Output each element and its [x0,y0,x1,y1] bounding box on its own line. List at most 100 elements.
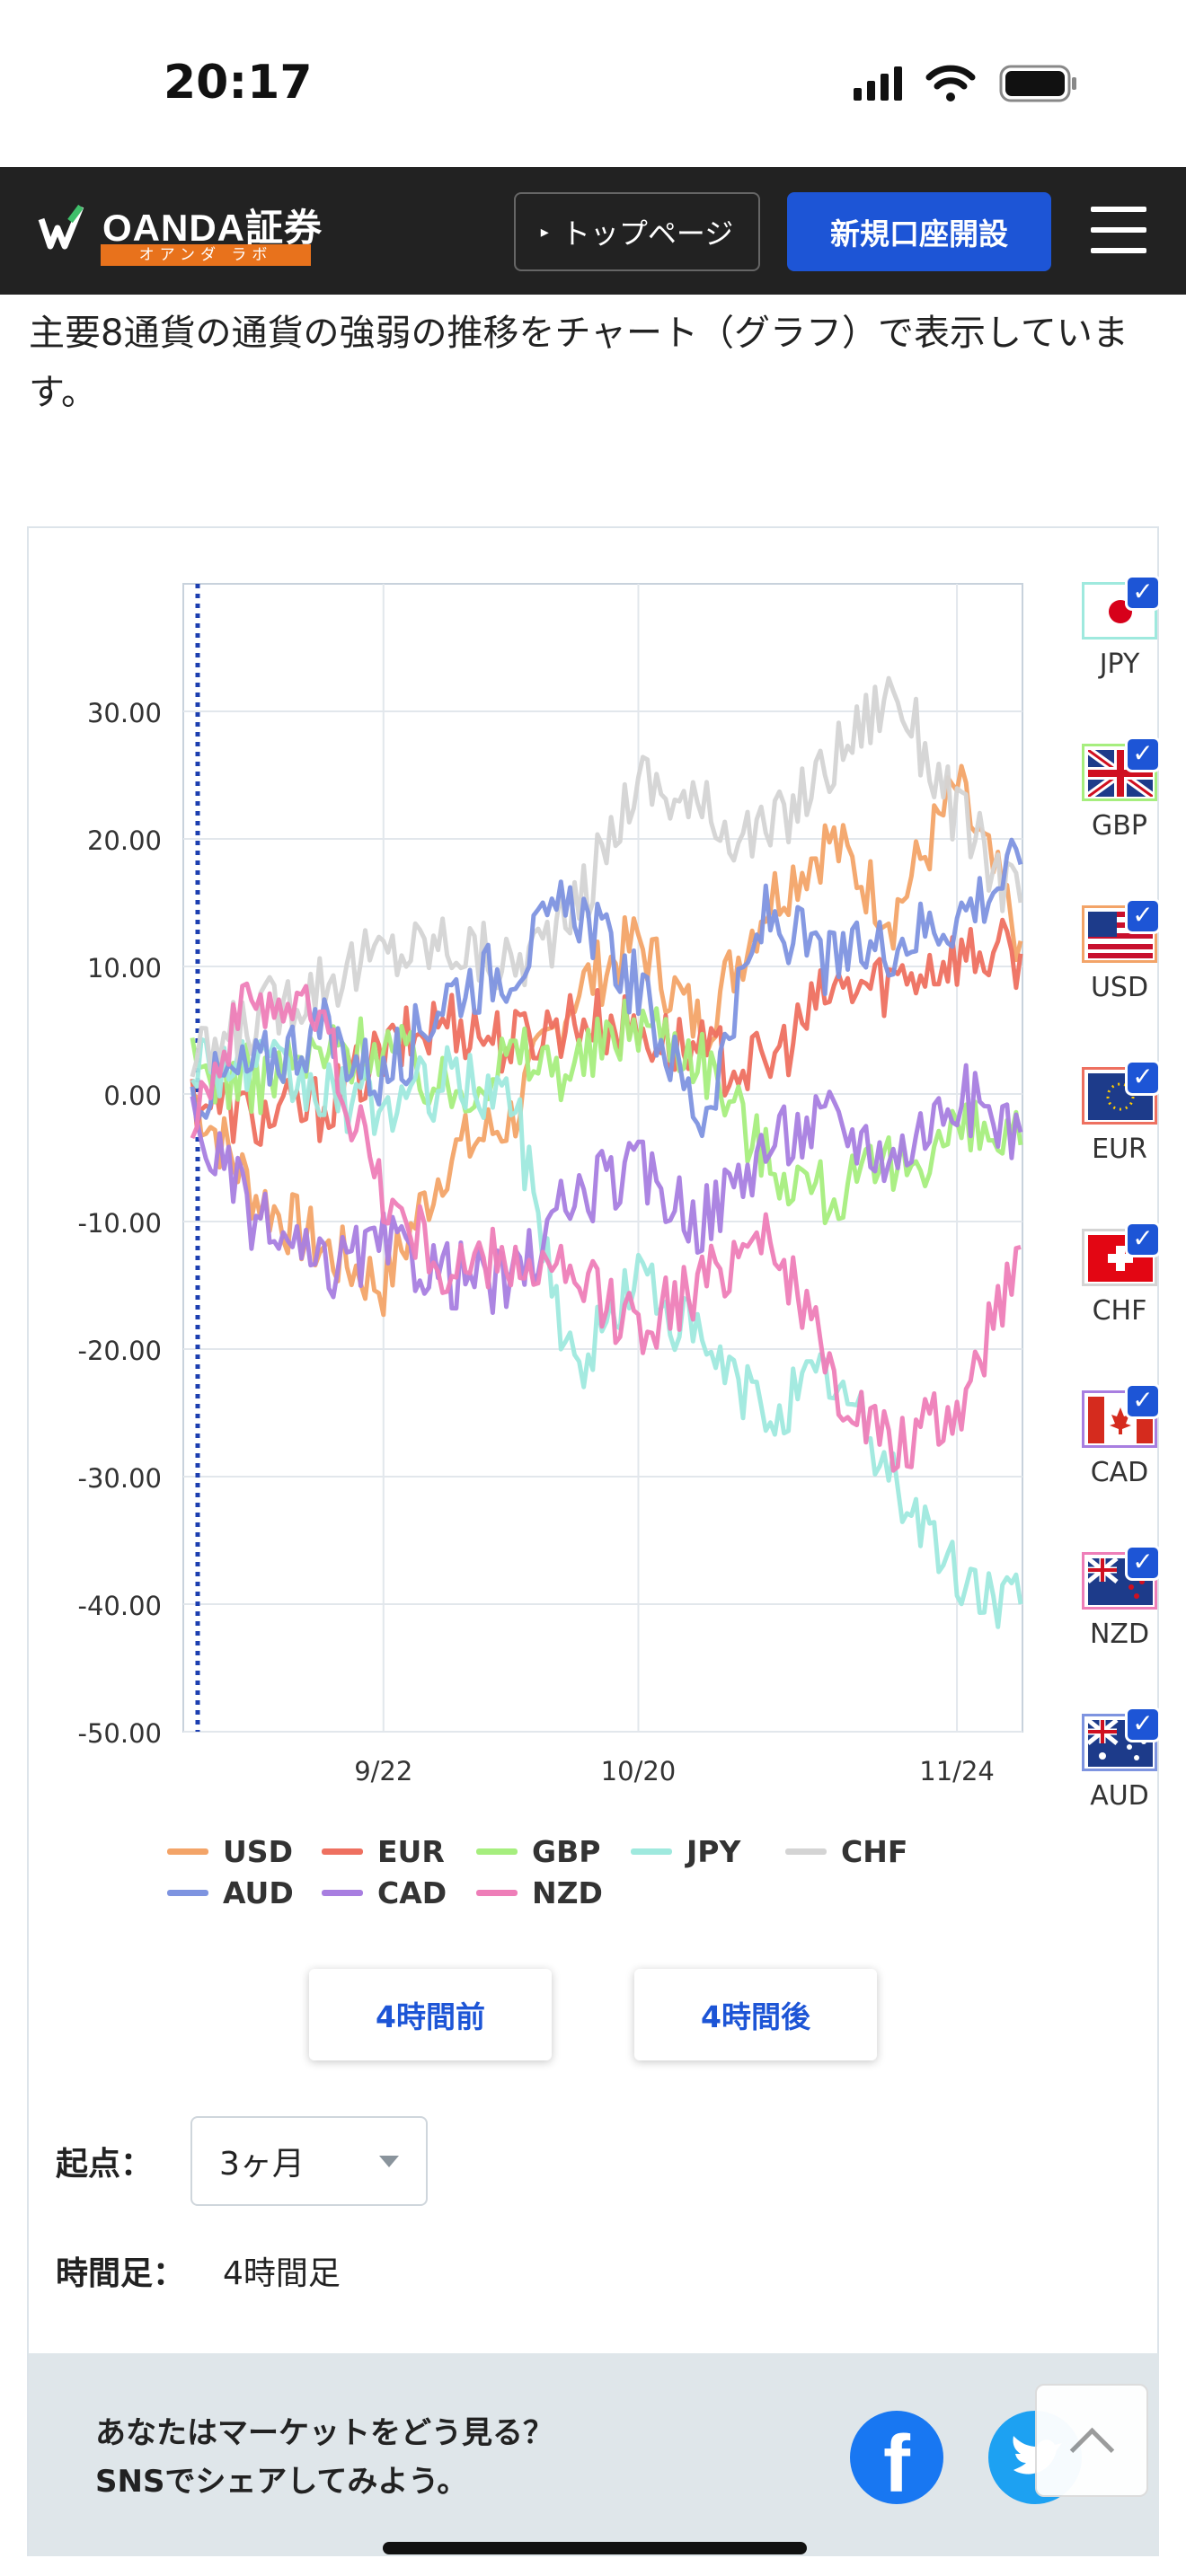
legend-row: AUD CAD NZD [167,1872,976,1913]
currency-toggle-aud[interactable]: ✓ AUD [1082,1707,1161,1848]
oanda-logo[interactable]: OANDA証券 オアンダ ラボ [38,198,325,268]
battery-icon [999,65,1078,102]
y-tick-label: 0.00 [103,1081,162,1111]
share-text: あなたはマーケットをどう見る？ SNSでシェアしてみよう。 [95,2409,553,2506]
y-tick-label: 10.00 [87,953,162,984]
checkbox-checked-icon[interactable]: ✓ [1125,1060,1161,1096]
currency-toggle-cad[interactable]: ✓ CAD [1082,1383,1161,1525]
legend-row: USD EUR GBP JPY CHF [167,1831,976,1872]
x-tick-label: 11/24 [919,1756,995,1786]
legend-swatch [167,1848,208,1855]
currency-code-label: JPY [1099,648,1140,680]
currency-toggle-gbp[interactable]: ✓ GBP [1082,737,1161,878]
series-line-nzd [190,981,1022,1473]
series-line-cad [190,1063,1023,1315]
currency-strength-chart: 30.00 20.00 10.00 0.00 -10.00 -20.00 -30.00 -40… [78,583,1023,1786]
currency-code-label: GBP [1092,810,1147,842]
series-line-chf [190,675,1023,1078]
start-period-value: 3ヶ月 [219,2146,305,2183]
top-page-label: トップページ [561,216,734,251]
legend-item-usd[interactable]: USD [167,1834,322,1869]
legend-swatch [785,1848,827,1855]
checkbox-checked-icon[interactable]: ✓ [1125,1707,1161,1742]
flag-cad-icon [1082,1390,1157,1448]
logo-text: OANDA証券 [102,207,323,249]
checkbox-checked-icon[interactable]: ✓ [1125,1545,1161,1581]
timeframe-value: 4時間足 [223,2255,341,2292]
series-line-jpy [190,1037,1023,1629]
status-time: 20:17 [164,56,313,110]
legend-label: GBP [532,1833,601,1869]
menu-icon[interactable] [1091,207,1146,253]
open-account-button[interactable]: 新規口座開設 [787,192,1051,271]
legend-item-eur[interactable]: EUR [322,1834,476,1869]
y-tick-label: -20.00 [78,1336,163,1366]
legend-label: JPY [686,1833,741,1869]
legend-item-nzd[interactable]: NZD [476,1875,631,1910]
legend-item-jpy[interactable]: JPY [631,1834,785,1869]
cellular-signal-icon [854,66,902,101]
intro-text: 主要8通貨の通貨の強弱の推移をチャート（グラフ）で表示しています。 [29,313,1128,413]
y-tick-label: -30.00 [78,1463,163,1494]
currency-code-label: NZD [1089,1619,1150,1650]
legend-swatch [476,1848,518,1855]
legend-item-gbp[interactable]: GBP [476,1834,631,1869]
legend-swatch [631,1848,672,1855]
logo-subtitle: オアンダ ラボ [101,244,311,266]
currency-toggle-nzd[interactable]: ✓ NZD [1082,1545,1161,1687]
start-period-select[interactable]: 3ヶ月 [190,2116,428,2206]
currency-toggle-jpy[interactable]: ✓ JPY [1082,575,1161,717]
legend-label: CAD [377,1875,447,1910]
status-icons [854,65,1078,102]
dropdown-arrow-icon [379,2156,399,2167]
x-tick-label: 9/22 [354,1756,412,1786]
prev-4h-button[interactable]: 4時間前 [309,1969,552,2060]
y-tick-label: -40.00 [78,1591,163,1621]
currency-toggle-chf[interactable]: ✓ CHF [1082,1222,1161,1363]
x-tick-label: 10/20 [601,1756,677,1786]
site-header: OANDA証券 オアンダ ラボ ▸ トップページ 新規口座開設 [0,167,1186,295]
legend-item-aud[interactable]: AUD [167,1875,322,1910]
checkbox-checked-icon[interactable]: ✓ [1125,898,1161,934]
top-page-button[interactable]: ▸ トップページ [514,192,760,271]
legend-label: USD [223,1833,293,1869]
legend-swatch [322,1848,363,1855]
legend-item-cad[interactable]: CAD [322,1875,476,1910]
checkbox-checked-icon[interactable]: ✓ [1125,575,1161,611]
y-tick-label: -50.00 [78,1718,163,1749]
legend-swatch [322,1889,363,1896]
currency-code-label: CAD [1090,1457,1149,1488]
legend-label: NZD [532,1875,603,1910]
y-tick-label: -10.00 [78,1208,163,1239]
y-tick-label: 20.00 [87,825,162,856]
triangle-right-icon: ▸ [540,222,549,242]
currency-code-label: CHF [1092,1295,1147,1327]
legend-swatch [167,1889,208,1896]
checkbox-checked-icon[interactable]: ✓ [1125,737,1161,772]
next-4h-button[interactable]: 4時間後 [634,1969,877,2060]
currency-toggle-usd[interactable]: ✓ USD [1082,898,1161,1040]
flag-jpy-icon [1082,582,1157,640]
currency-toggle-eur[interactable]: ✓ EUR [1082,1060,1161,1202]
scroll-to-top-button[interactable] [1035,2384,1148,2497]
legend-swatch [476,1889,518,1896]
start-label: 起点： [56,2146,154,2183]
series-line-usd [190,763,1023,1318]
series-line-eur [190,917,1023,1147]
facebook-icon[interactable]: f [850,2411,943,2510]
legend-label: AUD [223,1875,294,1910]
currency-code-label: EUR [1092,1134,1147,1165]
sns-share-block: あなたはマーケットをどう見る？ SNSでシェアしてみよう。 f [29,2353,1159,2556]
legend-item-chf[interactable]: CHF [785,1834,940,1869]
chart-legend: USD EUR GBP JPY CHF AUD CAD NZD [167,1831,976,1913]
checkbox-checked-icon[interactable]: ✓ [1125,1383,1161,1419]
timeframe-label: 時間足： [56,2255,186,2292]
legend-label: EUR [377,1833,445,1869]
currency-code-label: USD [1090,972,1149,1003]
legend-label: CHF [841,1833,908,1869]
home-indicator [383,2542,807,2554]
status-bar: 20:17 [0,0,1186,167]
share-line-1: あなたはマーケットをどう見る？ [95,2415,553,2451]
checkbox-checked-icon[interactable]: ✓ [1125,1222,1161,1257]
y-tick-label: 30.00 [87,698,162,728]
